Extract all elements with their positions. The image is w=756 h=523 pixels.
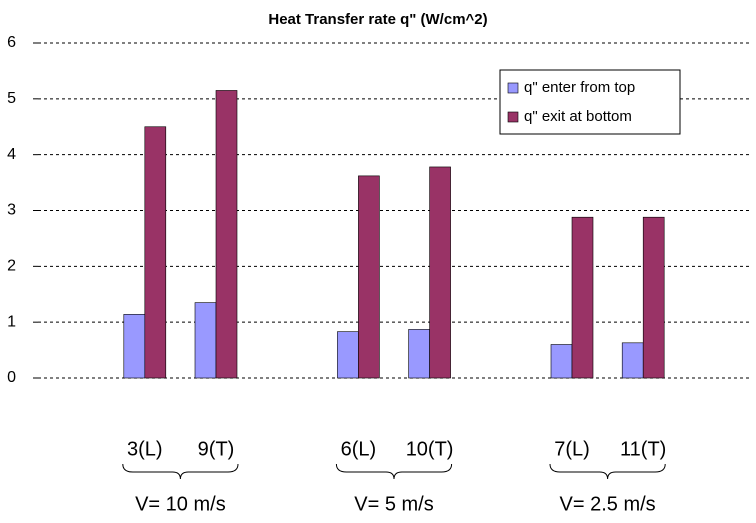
x-tick-label: 7(L) bbox=[554, 438, 590, 460]
bar bbox=[571, 216, 594, 379]
legend-swatch bbox=[507, 82, 519, 94]
y-tick-label: 1 bbox=[7, 313, 16, 330]
x-tick-label: 11(T) bbox=[620, 438, 666, 460]
bar bbox=[337, 331, 359, 379]
y-tick-label: 6 bbox=[7, 34, 16, 51]
x-tick-label: 6(L) bbox=[341, 438, 377, 460]
y-tick-label: 5 bbox=[7, 90, 16, 107]
chart-title: Heat Transfer rate q" (W/cm^2) bbox=[268, 11, 487, 28]
legend: q" enter from top q" exit at bottom bbox=[499, 69, 681, 135]
bar bbox=[123, 314, 146, 379]
y-tick-label: 3 bbox=[7, 202, 16, 219]
x-tick-label: 9(T) bbox=[198, 438, 235, 460]
group-label: V= 10 m/s bbox=[135, 493, 226, 515]
x-tick-label: 3(L) bbox=[127, 438, 163, 460]
x-tick-label: 10(T) bbox=[406, 438, 454, 460]
group-label: V= 2.5 m/s bbox=[560, 493, 656, 515]
bar bbox=[358, 175, 380, 379]
brace bbox=[549, 463, 666, 480]
bar bbox=[408, 329, 430, 379]
legend-label: q" exit at bottom bbox=[524, 108, 632, 125]
bar bbox=[215, 90, 238, 379]
bar bbox=[642, 216, 665, 379]
brace bbox=[335, 463, 453, 480]
brace bbox=[122, 463, 239, 480]
bar bbox=[550, 344, 573, 379]
y-tick-label: 0 bbox=[7, 369, 16, 386]
bar bbox=[621, 342, 644, 379]
legend-swatch bbox=[507, 111, 519, 123]
bar bbox=[429, 166, 451, 379]
bar bbox=[194, 302, 217, 379]
y-tick-label: 4 bbox=[7, 146, 16, 163]
legend-label: q" enter from top bbox=[524, 79, 635, 96]
legend-box bbox=[499, 69, 681, 135]
bar bbox=[144, 126, 167, 379]
y-tick-label: 2 bbox=[7, 258, 16, 275]
group-label: V= 5 m/s bbox=[354, 493, 433, 515]
